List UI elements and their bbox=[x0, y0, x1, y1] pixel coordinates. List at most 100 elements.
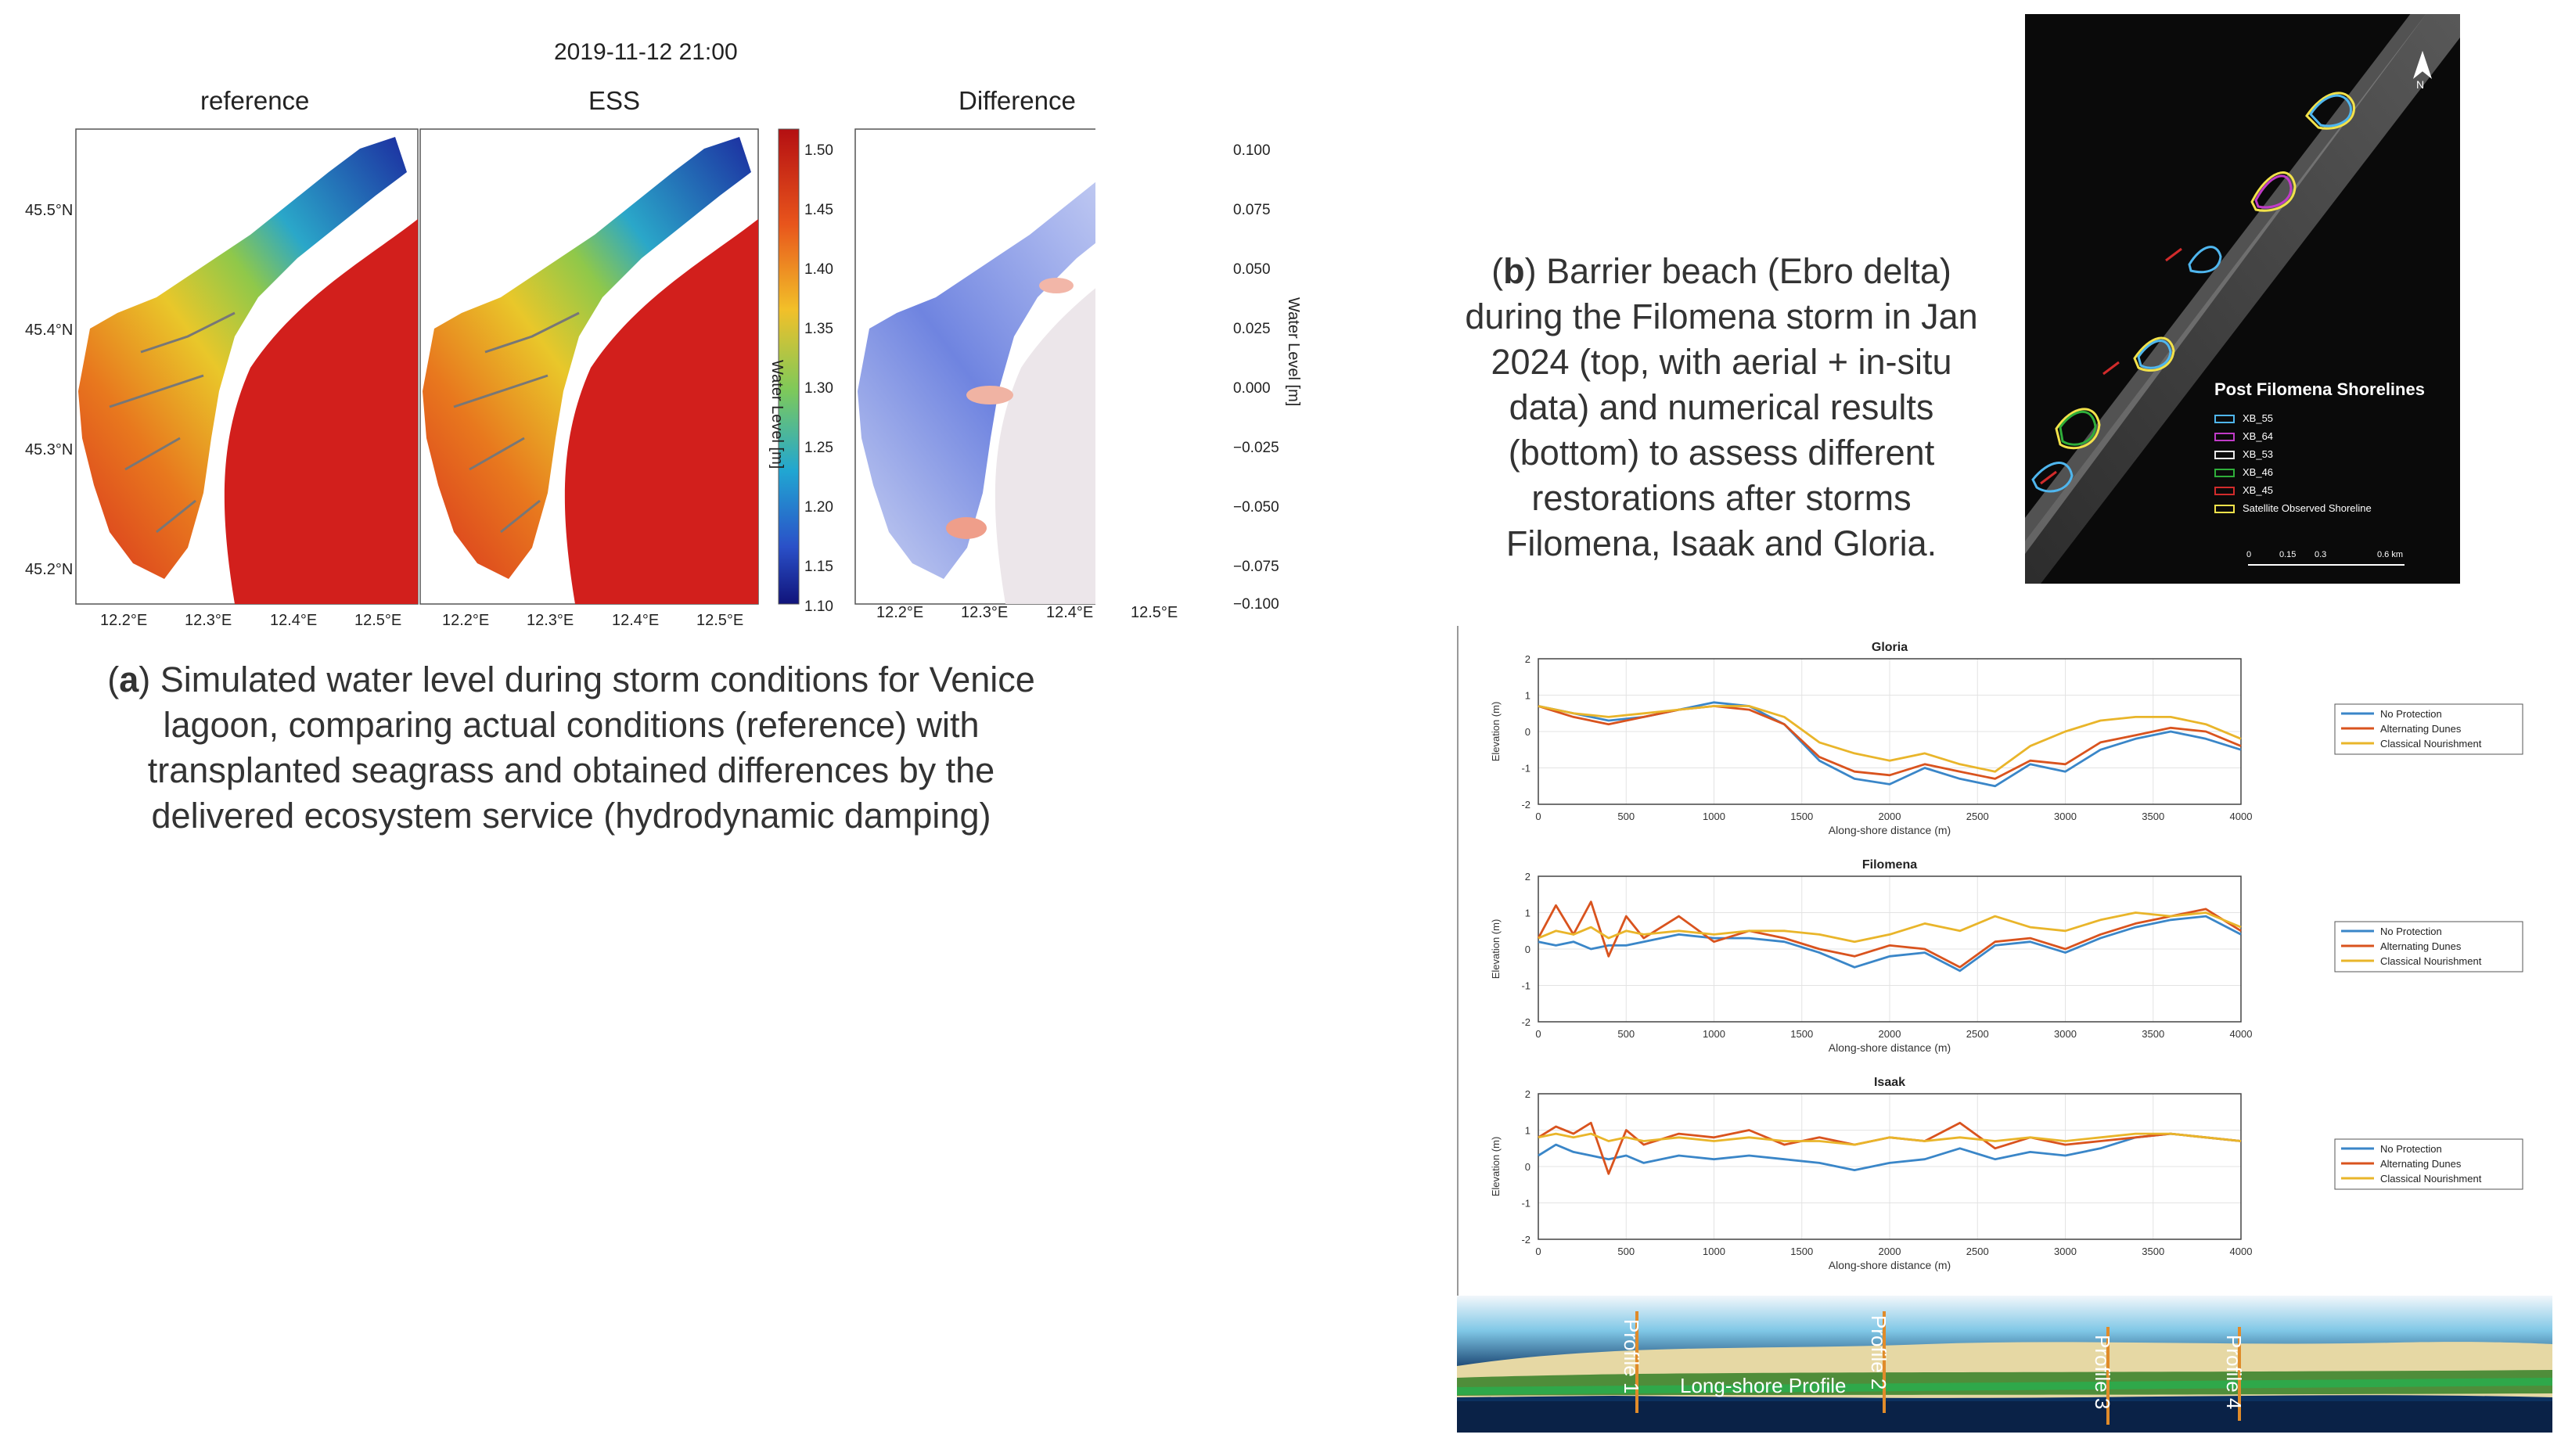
scale-label: 0.6 km bbox=[2377, 550, 2404, 559]
plot-frame bbox=[1538, 1093, 2242, 1240]
profile-strip: Profile 1 Profile 2 Profile 3 Profile 4 … bbox=[1457, 1296, 2552, 1433]
y-axis-label: Elevation (m) bbox=[1490, 1137, 1502, 1197]
x-tick-label: 3500 bbox=[2142, 1246, 2164, 1257]
legend-swatch bbox=[2214, 451, 2235, 460]
y-axis-label: Elevation (m) bbox=[1490, 702, 1502, 762]
x-tick-label: 2500 bbox=[1966, 811, 1989, 822]
x-tick-label: 3000 bbox=[2054, 1028, 2077, 1040]
satellite-legend-item: XB_46 bbox=[2214, 463, 2372, 481]
cb-tick: 0.075 bbox=[1233, 202, 1271, 218]
lon-tick: 12.4°E bbox=[612, 612, 660, 629]
x-tick-label: 4000 bbox=[2230, 1028, 2253, 1040]
x-axis-label: Along-shore distance (m) bbox=[1829, 1041, 1951, 1054]
legend-swatch bbox=[2214, 487, 2235, 496]
y-tick-label: 1 bbox=[1525, 1125, 1530, 1137]
cb-tick: 1.45 bbox=[804, 202, 833, 218]
caption-b-letter: b bbox=[1503, 251, 1525, 291]
scale-label: 0.3 bbox=[2315, 550, 2327, 559]
lat-tick: 45.4°N bbox=[25, 322, 74, 339]
colorbar-diff-label: Water Level [m] bbox=[1285, 297, 1302, 407]
caption-b-line: data) and numerical results bbox=[1509, 387, 1934, 427]
legend-label: Alternating Dunes bbox=[2380, 723, 2462, 735]
series-line bbox=[1538, 1132, 2242, 1171]
profile-label: Profile 1 bbox=[1620, 1319, 1643, 1394]
legend-label: Alternating Dunes bbox=[2380, 940, 2462, 952]
cb-tick: 0.025 bbox=[1233, 321, 1271, 337]
colorbar-level bbox=[778, 128, 800, 605]
north-label: N bbox=[2416, 78, 2425, 91]
caption-b-line: restorations after storms bbox=[1531, 478, 1912, 518]
cb-tick: 1.50 bbox=[804, 142, 833, 159]
x-tick-label: 1500 bbox=[1790, 1246, 1813, 1257]
map-title-ess: ESS bbox=[588, 86, 641, 115]
y-tick-label: 0 bbox=[1525, 944, 1530, 955]
legend-swatch bbox=[2214, 433, 2235, 442]
lat-tick: 45.5°N bbox=[25, 202, 74, 219]
x-tick-label: 2000 bbox=[1879, 1246, 1901, 1257]
x-tick-label: 4000 bbox=[2230, 1246, 2253, 1257]
satellite-scale: 0 0.15 0.3 0.6 km bbox=[2246, 550, 2405, 573]
profile-charts-frame: Gloria 0 500 1000 1500 2000 2500 3000 3500 4000 2 1… bbox=[1457, 626, 2561, 1299]
chart-title: Gloria bbox=[1872, 641, 1908, 654]
legend-label: XB_46 bbox=[2243, 466, 2274, 478]
legend-label: XB_53 bbox=[2243, 448, 2274, 460]
panel-a-timestamp: 2019-11-12 21:00 bbox=[554, 39, 738, 65]
long-shore-label: Long-shore Profile bbox=[1680, 1374, 1847, 1397]
caption-a-line: transplanted seagrass and obtained diffe… bbox=[147, 750, 995, 790]
legend-label: No Protection bbox=[2380, 1143, 2442, 1155]
x-tick-label: 1000 bbox=[1703, 811, 1725, 822]
y-tick-label: 1 bbox=[1525, 690, 1530, 702]
series-line bbox=[1538, 705, 2242, 773]
y-tick-label: -2 bbox=[1521, 1234, 1530, 1246]
cb-tick: 0.100 bbox=[1233, 142, 1271, 159]
profile-label: Profile 4 bbox=[2222, 1335, 2246, 1410]
colorbar-diff-ticks: 0.100 0.075 0.050 0.025 0.000 −0.025 −0.… bbox=[1233, 121, 1288, 597]
x-tick-label: 500 bbox=[1617, 1028, 1635, 1040]
x-tick-label: 1500 bbox=[1790, 1028, 1813, 1040]
cb-tick: 1.30 bbox=[804, 380, 833, 397]
scale-label: 0 bbox=[2246, 550, 2252, 559]
legend-swatch bbox=[2214, 415, 2235, 424]
x-tick-label: 2500 bbox=[1966, 1028, 1989, 1040]
profile-strip-figure bbox=[1457, 1296, 2552, 1433]
cb-tick: −0.025 bbox=[1233, 440, 1279, 456]
y-tick-label: 0 bbox=[1525, 1161, 1530, 1173]
colorbar-level-ticks: 1.50 1.45 1.40 1.35 1.30 1.25 1.20 1.15 bbox=[804, 121, 843, 597]
caption-a-line: lagoon, comparing actual conditions (ref… bbox=[163, 705, 980, 745]
legend-swatch bbox=[2214, 469, 2235, 478]
lon-tick: 12.4°E bbox=[270, 612, 318, 629]
lon-tick: 12.3°E bbox=[185, 612, 232, 629]
lon-tick: 12.2°E bbox=[876, 604, 924, 621]
y-tick-label: 0 bbox=[1525, 726, 1530, 738]
lon-tick: 12.2°E bbox=[442, 612, 490, 629]
lon-tick: 12.3°E bbox=[961, 604, 1009, 621]
series-line bbox=[1538, 1121, 2242, 1175]
x-tick-label: 3500 bbox=[2142, 1028, 2164, 1040]
legend-label: Classical Nourishment bbox=[2380, 738, 2482, 750]
legend-label: No Protection bbox=[2380, 708, 2442, 720]
cb-tick-bottom: −0.100 bbox=[1233, 596, 1279, 613]
lat-tick: 45.2°N bbox=[25, 561, 74, 578]
x-tick-label: 3000 bbox=[2054, 811, 2077, 822]
cb-tick: 1.15 bbox=[804, 559, 833, 575]
satellite-legend-item: XB_55 bbox=[2214, 409, 2372, 427]
caption-a: (a) Simulated water level during storm c… bbox=[47, 657, 1095, 839]
north-arrow-icon bbox=[2412, 50, 2433, 79]
lon-tick: 12.5°E bbox=[696, 612, 744, 629]
cb-tick: 1.35 bbox=[804, 321, 833, 337]
x-tick-label: 0 bbox=[1535, 811, 1541, 822]
x-tick-label: 3000 bbox=[2054, 1246, 2077, 1257]
x-tick-label: 1500 bbox=[1790, 811, 1813, 822]
chart-title: Isaak bbox=[1874, 1076, 1905, 1089]
series-line bbox=[1538, 911, 2242, 944]
satellite-legend-item: XB_45 bbox=[2214, 481, 2372, 499]
x-tick-label: 2000 bbox=[1879, 1028, 1901, 1040]
satellite-image: N Post Filomena Shorelines XB_55 XB_64 XB_… bbox=[2025, 14, 2460, 584]
caption-b-line: (bottom) to assess different bbox=[1508, 433, 1935, 473]
y-tick-label: 1 bbox=[1525, 908, 1530, 919]
x-tick-label: 3500 bbox=[2142, 811, 2164, 822]
map-ess bbox=[419, 128, 759, 605]
y-tick-label: -2 bbox=[1521, 799, 1530, 811]
x-tick-label: 1000 bbox=[1703, 1246, 1725, 1257]
x-axis-label: Along-shore distance (m) bbox=[1829, 824, 1951, 836]
